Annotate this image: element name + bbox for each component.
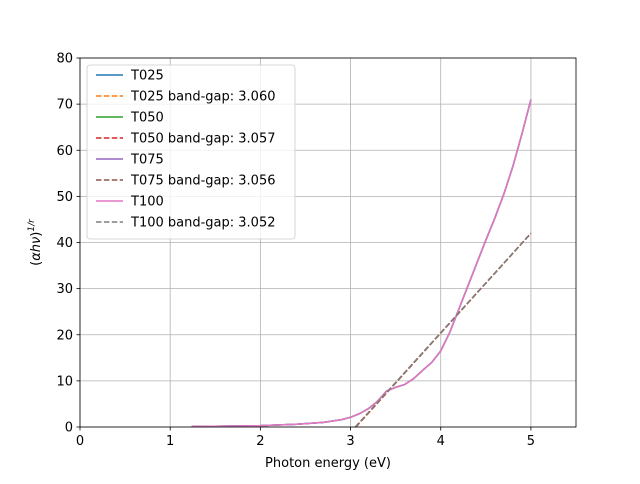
legend: T025 T025 band-gap: 3.060 T050 T050 band-ga… (86, 64, 296, 240)
y-tick-label: 60 (56, 144, 73, 159)
legend-label: T025 band-gap: 3.060 (130, 90, 276, 105)
legend-label: T050 band-gap: 3.057 (130, 132, 276, 147)
legend-label: T100 band-gap: 3.052 (130, 216, 276, 231)
legend-label: T100 (130, 195, 164, 210)
y-tick-label: 40 (56, 236, 73, 251)
y-tick-label: 30 (56, 282, 73, 297)
x-tick-label: 5 (527, 434, 535, 449)
y-tick-label: 50 (56, 190, 73, 205)
x-tick-label: 4 (437, 434, 445, 449)
x-axis-label: Photon energy (eV) (265, 456, 391, 471)
plot-series (191, 99, 532, 428)
y-axis-label: (αhν)1/r (27, 218, 44, 266)
y-axis-label-h: h (29, 244, 44, 252)
y-tick-label: 80 (56, 52, 73, 67)
x-tick-label: 2 (256, 434, 264, 449)
y-tick-label: 10 (56, 374, 73, 389)
legend-label: T075 band-gap: 3.056 (130, 174, 276, 189)
series-line (354, 232, 532, 428)
legend-label: T075 (130, 153, 164, 168)
series-line (191, 99, 532, 428)
y-axis-label-prefix: ( (29, 261, 44, 266)
y-tick-label: 70 (56, 98, 73, 113)
legend-box (86, 64, 296, 240)
x-tick-label: 3 (346, 434, 354, 449)
y-axis-label-suffix: ) (29, 232, 44, 237)
y-axis-label-alpha: α (29, 252, 44, 261)
x-tick-label: 1 (166, 434, 174, 449)
y-axis-label-nu: ν (29, 237, 44, 244)
y-tick-label: 20 (56, 328, 73, 343)
y-axis-label-exponent: 1/r (27, 218, 37, 232)
legend-label: T050 (130, 111, 164, 126)
y-tick-label: 0 (65, 421, 73, 436)
legend-label: T025 (130, 69, 164, 84)
x-tick-label: 0 (76, 434, 84, 449)
